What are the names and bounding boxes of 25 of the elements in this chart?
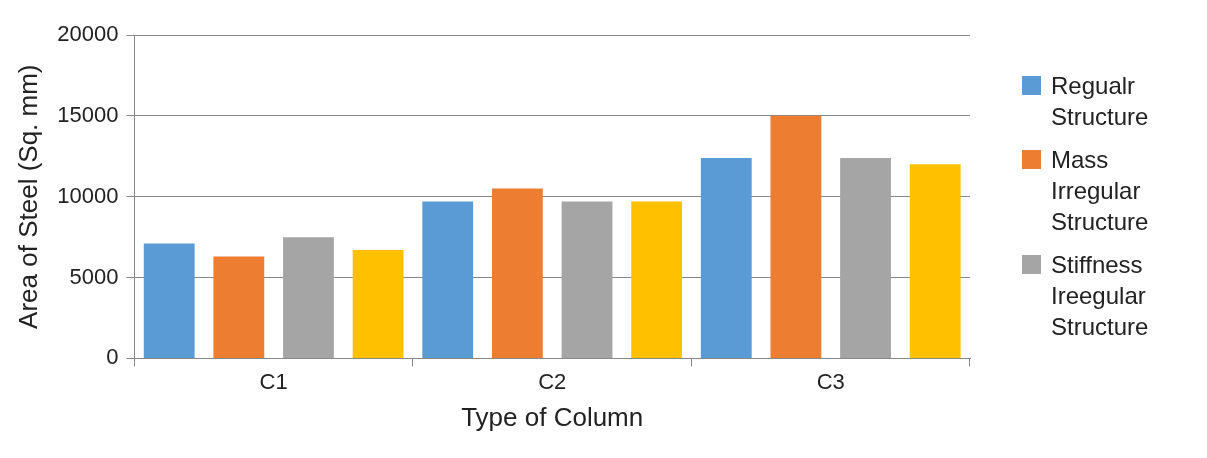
y-tick-label: 20000: [57, 21, 119, 47]
x-tick-label: C2: [538, 368, 567, 394]
bar: [561, 201, 613, 358]
bar: [700, 157, 752, 358]
y-axis-title: Area of Steel (Sq. mm): [12, 64, 43, 329]
legend-label: Mass Irregular Structure: [1051, 145, 1150, 237]
bar: [213, 256, 265, 358]
x-axis-title: Type of Column: [461, 401, 644, 432]
bar: [422, 201, 474, 358]
y-tick-label: 0: [106, 344, 119, 370]
bar: [840, 157, 891, 358]
legend-label: Regualr Structure: [1051, 71, 1150, 132]
bar: [352, 250, 404, 358]
bar: [909, 164, 961, 358]
bar: [631, 201, 683, 358]
x-tick-label: C1: [259, 368, 288, 394]
x-tick-label: C3: [816, 368, 845, 394]
bar: [143, 243, 195, 358]
y-tick-label: 5000: [69, 263, 119, 289]
y-tick-label: 10000: [57, 182, 119, 208]
bar: [283, 237, 334, 358]
bar: [491, 188, 543, 358]
y-tick-label: 15000: [57, 101, 119, 127]
legend-label: Stiffness Ireegular Structure: [1051, 250, 1150, 342]
bar: [770, 115, 822, 358]
